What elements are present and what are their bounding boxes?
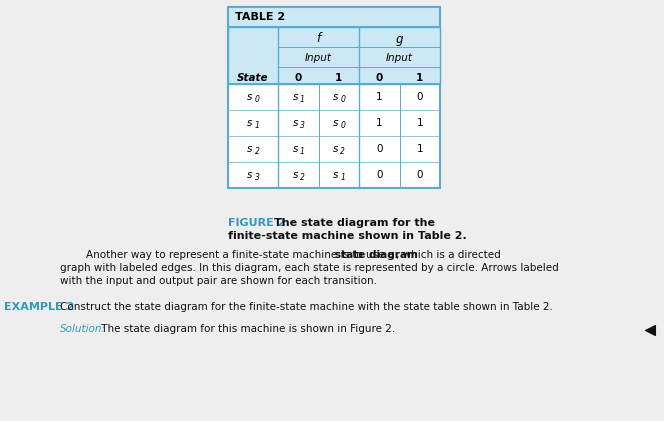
Text: 0: 0 xyxy=(295,73,302,83)
Text: graph with labeled edges. In this diagram, each state is represented by a circle: graph with labeled edges. In this diagra… xyxy=(60,263,558,273)
Text: EXAMPLE 2: EXAMPLE 2 xyxy=(4,302,74,312)
Text: s: s xyxy=(293,170,298,180)
Text: 2: 2 xyxy=(341,147,345,156)
Text: The state diagram for the: The state diagram for the xyxy=(274,218,435,228)
Text: 1: 1 xyxy=(341,173,345,182)
Text: 1: 1 xyxy=(254,121,260,130)
Text: Input: Input xyxy=(386,53,413,63)
Text: s: s xyxy=(333,92,339,102)
Text: 3: 3 xyxy=(254,173,260,182)
Text: 0: 0 xyxy=(376,73,383,83)
Text: 1: 1 xyxy=(376,118,382,128)
Text: s: s xyxy=(293,144,298,154)
Text: 1: 1 xyxy=(376,92,382,102)
Text: 0: 0 xyxy=(341,121,345,130)
Text: s: s xyxy=(333,170,339,180)
Text: 1: 1 xyxy=(335,73,343,83)
Text: s: s xyxy=(247,170,253,180)
Text: s: s xyxy=(293,118,298,128)
Text: s: s xyxy=(247,92,253,102)
Bar xyxy=(228,7,440,27)
Text: The state diagram for this machine is shown in Figure 2.: The state diagram for this machine is sh… xyxy=(98,324,395,334)
Text: 0: 0 xyxy=(416,92,423,102)
Bar xyxy=(228,7,440,188)
Text: 0: 0 xyxy=(341,95,345,104)
Text: s: s xyxy=(247,144,253,154)
Text: Solution:: Solution: xyxy=(60,324,106,334)
Text: f: f xyxy=(317,32,321,45)
Text: 0: 0 xyxy=(254,95,260,104)
Text: State: State xyxy=(237,73,269,83)
Text: 0: 0 xyxy=(376,144,382,154)
Text: Construct the state diagram for the finite-state machine with the state table sh: Construct the state diagram for the fini… xyxy=(60,302,553,312)
Text: with the input and output pair are shown for each transition.: with the input and output pair are shown… xyxy=(60,276,377,286)
Text: 1: 1 xyxy=(416,144,423,154)
Text: 0: 0 xyxy=(376,170,382,180)
Text: s: s xyxy=(333,118,339,128)
Bar xyxy=(228,27,440,84)
Text: state diagram: state diagram xyxy=(335,250,418,260)
Text: 1: 1 xyxy=(416,118,423,128)
Text: s: s xyxy=(293,92,298,102)
Text: 1: 1 xyxy=(416,73,424,83)
Text: finite-state machine shown in Table 2.: finite-state machine shown in Table 2. xyxy=(228,231,467,241)
Text: FIGURE 2: FIGURE 2 xyxy=(228,218,286,228)
Text: 2: 2 xyxy=(254,147,260,156)
Text: TABLE 2: TABLE 2 xyxy=(235,12,285,22)
Text: , which is a directed: , which is a directed xyxy=(396,250,501,260)
Text: 1: 1 xyxy=(300,147,305,156)
Text: 0: 0 xyxy=(416,170,423,180)
Text: s: s xyxy=(247,118,253,128)
Text: 1: 1 xyxy=(300,95,305,104)
Text: 3: 3 xyxy=(300,121,305,130)
Text: g: g xyxy=(396,32,403,45)
Text: Input: Input xyxy=(305,53,332,63)
Text: Another way to represent a finite-state machine is to use a: Another way to represent a finite-state … xyxy=(60,250,397,260)
Text: s: s xyxy=(333,144,339,154)
Text: 2: 2 xyxy=(300,173,305,182)
